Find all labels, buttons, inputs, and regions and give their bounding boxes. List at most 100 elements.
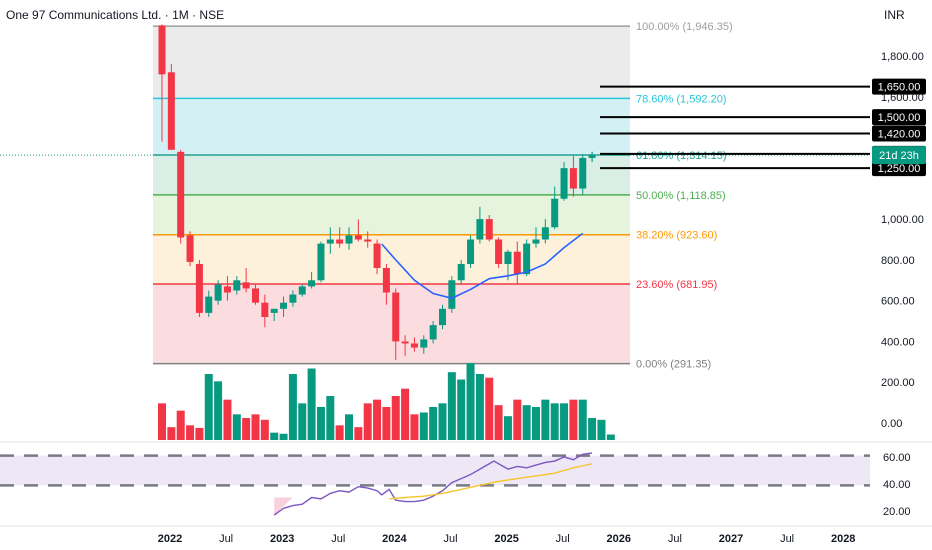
- candle-body[interactable]: [233, 280, 241, 291]
- candle-body[interactable]: [167, 72, 175, 150]
- volume-bar: [578, 399, 587, 440]
- x-axis-tick: 2022: [158, 533, 182, 545]
- candle-body[interactable]: [242, 282, 250, 289]
- x-axis-tick: 2027: [719, 533, 743, 545]
- candle-body[interactable]: [177, 151, 185, 238]
- candle-body[interactable]: [532, 239, 540, 244]
- moving-average-line: [381, 232, 584, 300]
- candle-body[interactable]: [373, 243, 381, 269]
- candle-body[interactable]: [270, 308, 278, 313]
- y-axis-tick: 800.00: [881, 255, 915, 267]
- candle-body[interactable]: [439, 308, 446, 326]
- volume-bar: [541, 399, 550, 440]
- price-level-tag-label: 1,650.00: [878, 82, 921, 94]
- candle-body[interactable]: [298, 286, 306, 295]
- candle-body[interactable]: [420, 339, 428, 348]
- volume-bar: [588, 418, 597, 440]
- volume-bar: [260, 419, 269, 440]
- candle-body[interactable]: [223, 286, 231, 293]
- candle-body[interactable]: [205, 296, 213, 313]
- volume-bar: [513, 399, 522, 440]
- candle-body[interactable]: [429, 325, 437, 340]
- candle-body[interactable]: [579, 157, 587, 189]
- currency-label: INR: [884, 8, 905, 22]
- volume-bar: [606, 434, 615, 440]
- volume-bar: [569, 399, 578, 440]
- volume-bar: [457, 379, 466, 440]
- candle-body[interactable]: [551, 198, 559, 228]
- candle-body[interactable]: [513, 251, 521, 275]
- candle-body[interactable]: [214, 284, 222, 301]
- candle-body[interactable]: [317, 243, 325, 281]
- candle-body[interactable]: [308, 280, 316, 287]
- volume-bar: [167, 427, 176, 440]
- fib-level-label: 50.00% (1,118.85): [636, 190, 726, 202]
- volume-bar: [532, 407, 540, 440]
- fib-level-label: 61.80% (1,314.15): [636, 150, 727, 162]
- volume-bar: [316, 407, 325, 440]
- volume-bar: [429, 407, 438, 440]
- volume-bar: [391, 396, 400, 440]
- price-level-tag-label: 1,250.00: [878, 163, 921, 175]
- candle-body[interactable]: [195, 263, 203, 313]
- rsi-signal-line: [389, 463, 593, 500]
- y-axis-tick: 0.00: [881, 418, 902, 430]
- rsi-axis-tick: 60.00: [883, 452, 911, 464]
- candle-body[interactable]: [401, 341, 409, 344]
- y-axis-tick: 1,800.00: [881, 51, 924, 63]
- candle-body[interactable]: [485, 219, 493, 240]
- rsi-axis-tick: 20.00: [883, 506, 911, 518]
- fib-level-label: 38.20% (923.60): [636, 230, 717, 242]
- volume-bar: [204, 374, 213, 440]
- price-level-tag: [872, 160, 926, 177]
- candle-body[interactable]: [410, 343, 418, 348]
- candle-body[interactable]: [326, 239, 334, 244]
- candle-body[interactable]: [569, 168, 577, 189]
- candle-body[interactable]: [467, 239, 475, 264]
- x-axis-tick: Jul: [443, 533, 457, 545]
- candle-body[interactable]: [336, 239, 344, 244]
- volume-bar: [382, 407, 391, 440]
- candle-body[interactable]: [158, 25, 166, 75]
- volume-bar: [288, 374, 297, 440]
- candle-body[interactable]: [457, 263, 465, 281]
- candle-body[interactable]: [504, 251, 512, 264]
- candle-body[interactable]: [354, 235, 362, 240]
- y-axis-tick: 400.00: [881, 336, 915, 348]
- candle-body[interactable]: [280, 302, 288, 309]
- fib-zone: [153, 234, 630, 284]
- candle-body[interactable]: [495, 239, 503, 264]
- candle-body[interactable]: [382, 268, 390, 293]
- candle-body[interactable]: [289, 294, 297, 303]
- countdown-tag: [872, 146, 926, 165]
- rsi-band: [0, 455, 870, 486]
- y-axis-tick: 1,600.00: [881, 92, 924, 104]
- volume-bar: [345, 414, 353, 440]
- candle-body[interactable]: [448, 280, 456, 309]
- price-level-tag-label: 1,500.00: [878, 112, 921, 124]
- x-axis-tick: Jul: [556, 533, 570, 545]
- volume-bar: [335, 425, 344, 440]
- candle-body[interactable]: [541, 227, 549, 240]
- candle-body[interactable]: [186, 235, 194, 262]
- candle-body[interactable]: [392, 292, 400, 342]
- fib-zone: [153, 194, 630, 235]
- volume-bar: [438, 403, 447, 440]
- volume-bar: [466, 363, 475, 440]
- y-axis-tick: 600.00: [881, 296, 915, 308]
- volume-bar: [401, 388, 410, 440]
- volume-bar: [354, 427, 363, 440]
- candle-body[interactable]: [345, 235, 353, 244]
- candle-body[interactable]: [364, 239, 372, 242]
- price-level-tag: [872, 125, 926, 142]
- volume-bar: [419, 412, 428, 440]
- candle-body[interactable]: [523, 243, 531, 275]
- candle-body[interactable]: [476, 219, 484, 240]
- candle-body[interactable]: [261, 302, 269, 317]
- price-level-tag-label: 1,420.00: [878, 128, 921, 140]
- fib-zone: [153, 155, 630, 195]
- fib-level-label: 100.00% (1,946.35): [636, 21, 733, 33]
- candle-body[interactable]: [560, 168, 568, 199]
- candle-body[interactable]: [252, 288, 259, 303]
